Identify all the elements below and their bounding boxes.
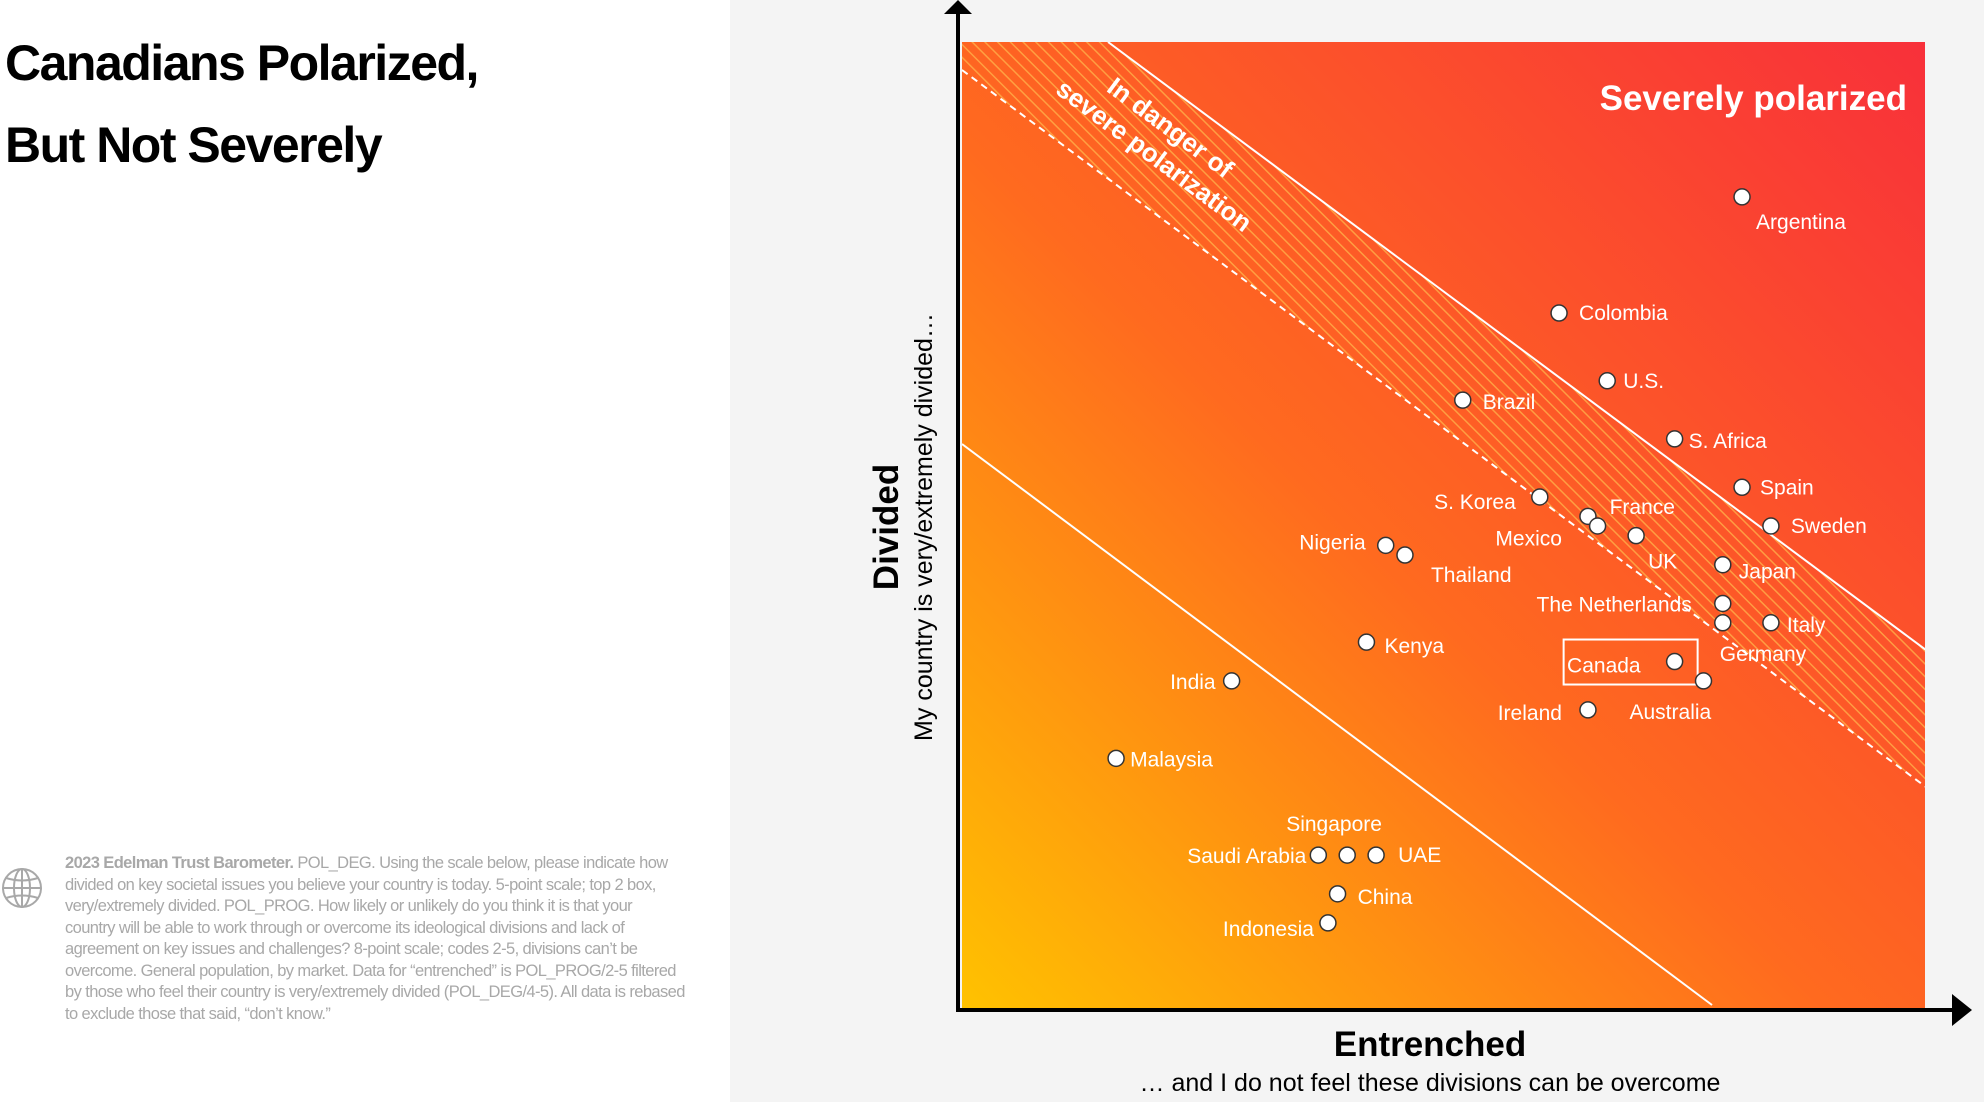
point-brazil [1454, 391, 1472, 409]
point-australia [1694, 672, 1713, 690]
label-kenya: Kenya [1384, 635, 1444, 658]
left-panel: Canadians Polarized, But Not Severely 20… [0, 0, 730, 1102]
label-u-s: U.S. [1623, 370, 1664, 393]
point-china [1328, 885, 1347, 903]
label-s-korea: S. Korea [1434, 491, 1516, 514]
y-axis-arrow [944, 0, 972, 14]
title-line-2: But Not Severely [5, 117, 383, 173]
point-india [1222, 672, 1241, 690]
point-u-s [1598, 372, 1616, 390]
label-nigeria: Nigeria [1299, 531, 1366, 554]
label-germany: Germany [1720, 643, 1807, 666]
y-axis-title: Divided [867, 464, 906, 590]
danger-zone-band [962, 42, 1925, 787]
label-indonesia: Indonesia [1223, 918, 1314, 941]
title-line-1: Canadians Polarized, [5, 35, 479, 91]
label-uae: UAE [1398, 844, 1441, 867]
x-axis-subtitle: … and I do not feel these divisions can … [1140, 1069, 1721, 1097]
point-uk [1627, 526, 1645, 545]
point-s-korea [1531, 488, 1549, 506]
label-brazil: Brazil [1483, 391, 1536, 414]
point-singapore [1338, 846, 1356, 864]
label-s-africa: S. Africa [1689, 430, 1768, 453]
severe-threshold-line [1107, 42, 1925, 651]
label-singapore: Singapore [1286, 813, 1382, 836]
point-s-africa [1665, 430, 1684, 448]
label-malaysia: Malaysia [1130, 748, 1213, 771]
source-note-bold: 2023 Edelman Trust Barometer. [65, 854, 294, 872]
label-uk: UK [1648, 551, 1677, 574]
source-note-text: POL_DEG. Using the scale below, please i… [65, 854, 685, 1023]
lower-diagonal-line [962, 443, 1713, 1006]
label-sweden: Sweden [1791, 515, 1867, 538]
point-italy [1762, 614, 1780, 632]
point-ireland [1579, 701, 1597, 719]
label-mexico: Mexico [1495, 527, 1562, 550]
point-argentina [1733, 188, 1751, 206]
label-china: China [1358, 886, 1413, 909]
plot-area [962, 42, 1925, 1010]
data-points: Argentina Colombia U.S. Brazil S. Africa Spai… [1107, 188, 1867, 941]
label-the-netherlands: The Netherlands [1537, 593, 1692, 616]
point-uae [1367, 846, 1385, 864]
label-argentina: Argentina [1756, 211, 1846, 234]
point-nigeria [1376, 536, 1395, 555]
danger-threshold-line [962, 69, 1925, 788]
x-axis-title: Entrenched [1334, 1025, 1527, 1064]
label-thailand: Thailand [1431, 564, 1512, 587]
axes [944, 0, 1972, 1026]
point-indonesia [1319, 914, 1337, 932]
source-note: 2023 Edelman Trust Barometer. POL_DEG. U… [65, 853, 685, 1025]
label-spain: Spain [1760, 476, 1814, 499]
canada-highlight-box [1562, 638, 1699, 686]
x-axis-arrow [1952, 994, 1972, 1026]
point-spain [1733, 478, 1751, 497]
label-saudi-arabia: Saudi Arabia [1187, 845, 1306, 868]
point-saudi-arabia [1309, 846, 1328, 864]
page-title: Canadians Polarized, But Not Severely [5, 22, 479, 186]
label-australia: Australia [1630, 701, 1712, 724]
label-italy: Italy [1787, 614, 1826, 637]
point-france [1588, 517, 1607, 535]
label-india: India [1170, 671, 1216, 694]
label-colombia: Colombia [1579, 302, 1668, 325]
point-thailand [1396, 546, 1414, 564]
point-the-netherlands [1714, 594, 1732, 613]
label-japan: Japan [1739, 561, 1796, 584]
point-japan [1714, 555, 1732, 574]
y-axis-subtitle: My country is very/extremely divided… [910, 313, 938, 741]
globe-icon [2, 868, 42, 908]
point-kenya [1357, 633, 1376, 651]
point-canada [1665, 652, 1684, 671]
zone-label-severe: Severely polarized [1600, 79, 1907, 118]
point-germany [1714, 614, 1732, 632]
point-colombia [1550, 304, 1568, 322]
label-canada: Canada [1567, 655, 1641, 678]
point-malaysia [1107, 749, 1125, 768]
label-france: France [1610, 496, 1675, 519]
label-ireland: Ireland [1498, 702, 1562, 725]
point-sweden [1762, 517, 1780, 535]
